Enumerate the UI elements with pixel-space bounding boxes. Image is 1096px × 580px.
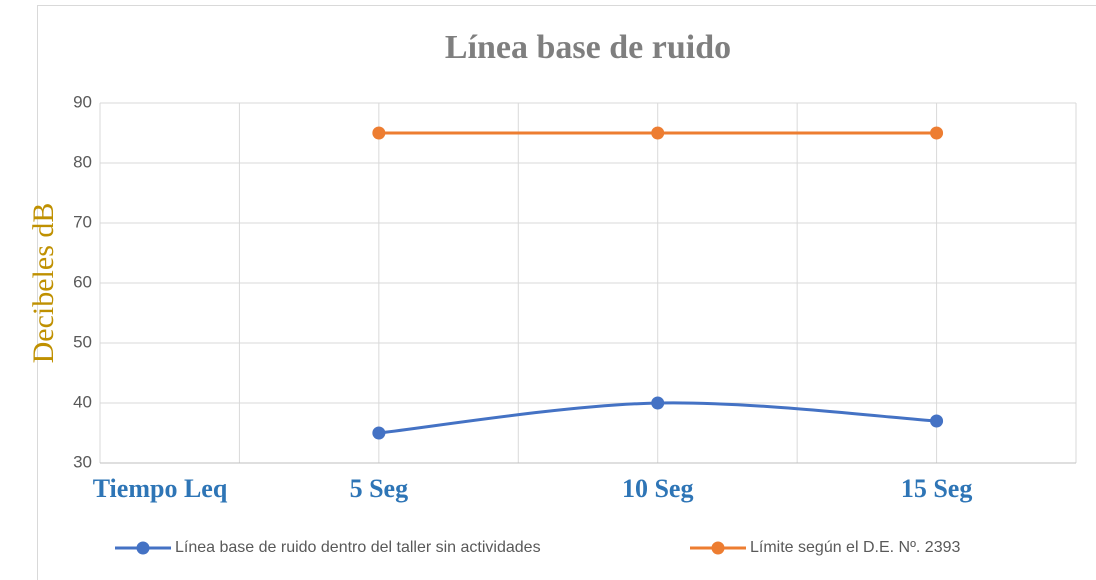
x-tick-label: 10 Seg (622, 474, 694, 503)
chart-title: Línea base de ruido (445, 29, 731, 66)
y-tick-label: 80 (73, 152, 92, 171)
y-tick-label: 90 (73, 92, 92, 111)
legend-marker (711, 541, 725, 555)
data-point (651, 126, 665, 140)
data-point (651, 396, 665, 410)
chart-border (37, 5, 1096, 580)
y-tick-label: 40 (73, 392, 92, 411)
data-point (930, 414, 944, 428)
x-tick-label: 5 Seg (350, 474, 409, 503)
y-tick-label: 30 (73, 452, 92, 471)
legend-label: Límite según el D.E. Nº. 2393 (750, 539, 961, 556)
y-tick-label: 50 (73, 332, 92, 351)
y-axis-label: Decibeles dB (27, 203, 60, 364)
x-tick-label: 15 Seg (901, 474, 973, 503)
data-point (372, 426, 386, 440)
data-point (930, 126, 944, 140)
x-tick-label: Tiempo Leq (93, 474, 228, 503)
legend-label: Línea base de ruido dentro del taller si… (175, 539, 541, 556)
data-point (372, 126, 386, 140)
legend-marker (136, 541, 150, 555)
y-tick-label: 70 (73, 212, 92, 231)
y-tick-label: 60 (73, 272, 92, 291)
